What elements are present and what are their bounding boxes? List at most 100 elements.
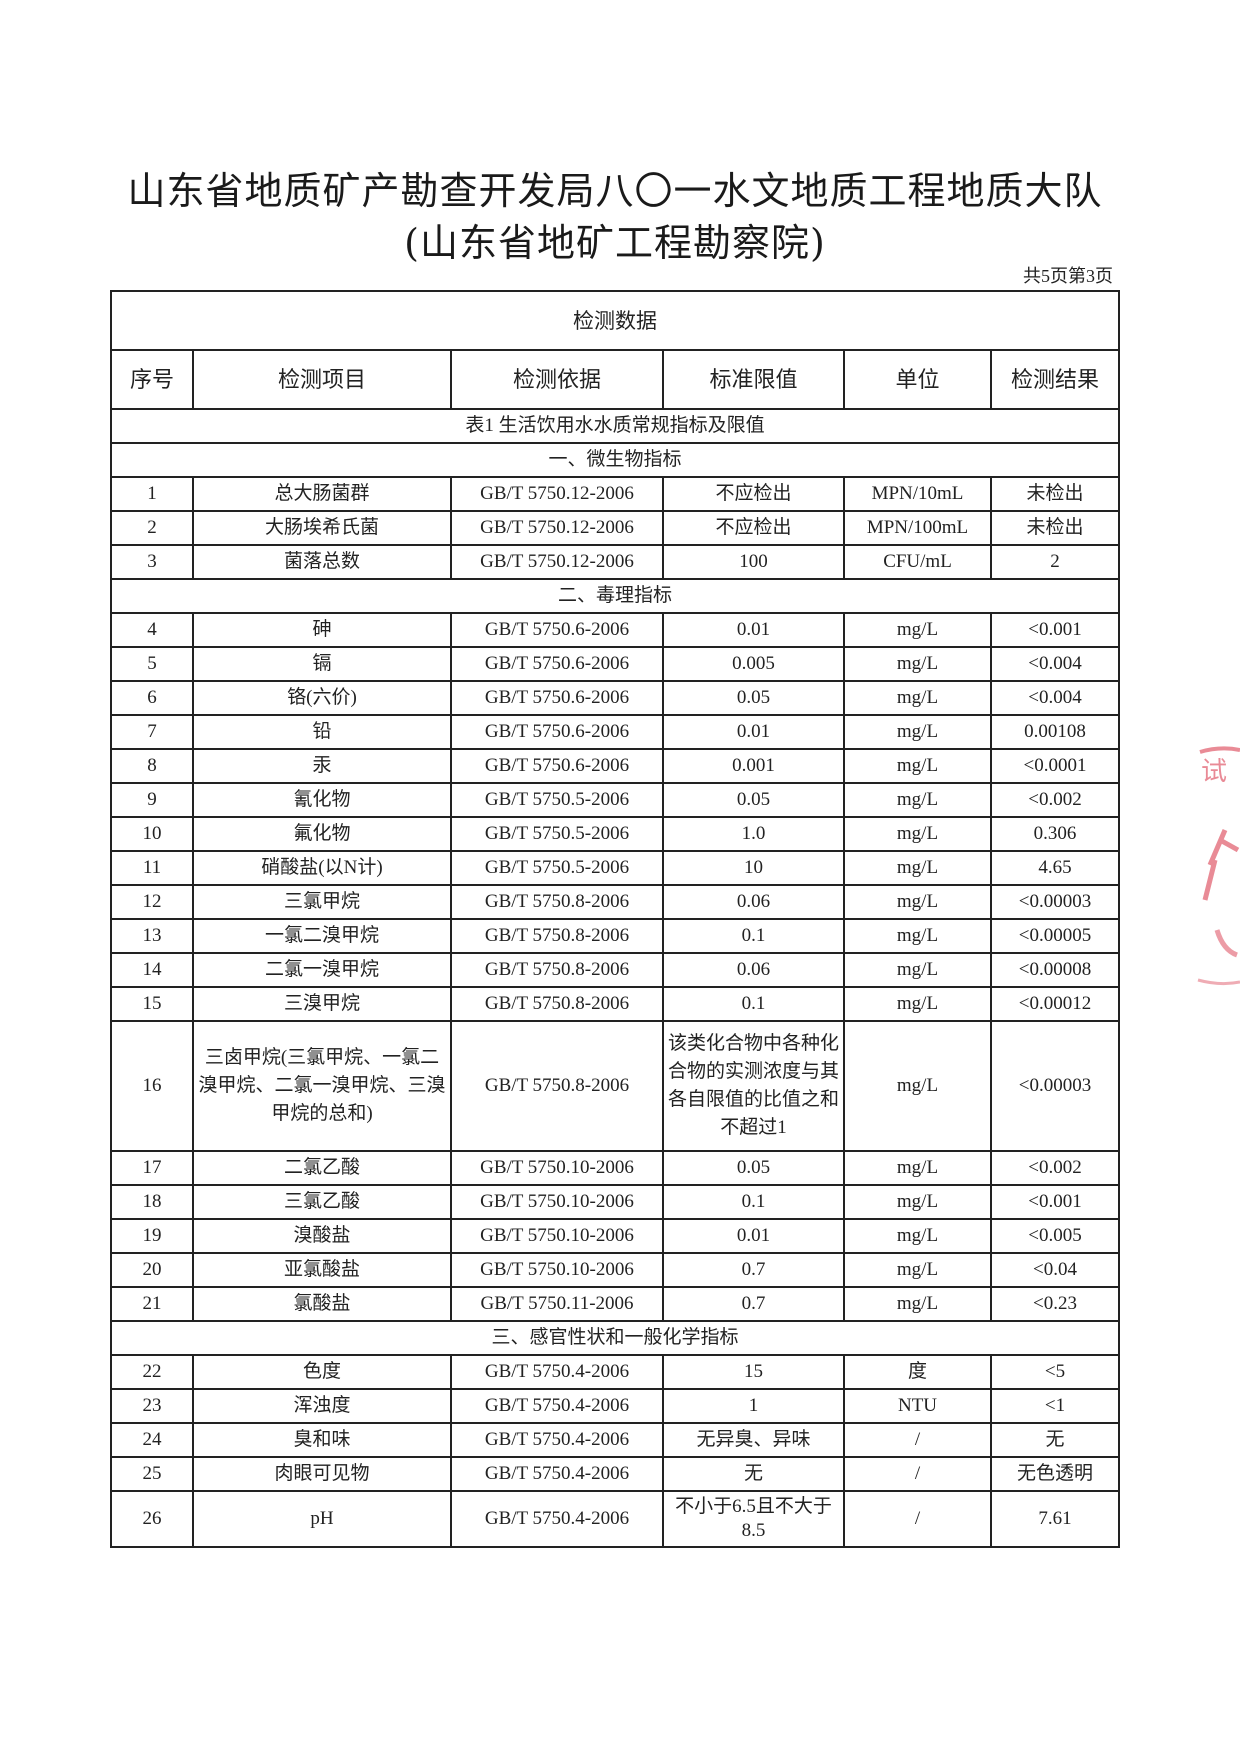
test-item: 三溴甲烷 <box>192 986 452 1022</box>
standard-limit: 1.0 <box>662 816 845 852</box>
row-number: 16 <box>110 1020 194 1152</box>
test-result: 0.00108 <box>989 714 1121 750</box>
unit: mg/L <box>843 1218 992 1254</box>
unit: mg/L <box>843 952 992 988</box>
standard-limit: 该类化合物中各种化合物的实测浓度与其各自限值的比值之和不超过1 <box>662 1020 845 1152</box>
test-item: 硝酸盐(以N计) <box>192 850 452 886</box>
unit: MPN/100mL <box>843 510 992 546</box>
unit: mg/L <box>843 1286 992 1322</box>
unit: mg/L <box>843 1184 992 1220</box>
test-item: pH <box>192 1490 452 1548</box>
unit: mg/L <box>843 850 992 886</box>
unit: mg/L <box>843 1020 992 1152</box>
test-method: GB/T 5750.8-2006 <box>450 952 664 988</box>
svg-text:试: 试 <box>1201 757 1227 787</box>
test-result: 4.65 <box>989 850 1121 886</box>
unit: CFU/mL <box>843 544 992 580</box>
test-item: 大肠埃希氏菌 <box>192 510 452 546</box>
row-number: 3 <box>110 544 194 580</box>
row-number: 4 <box>110 612 194 648</box>
standard-limit: 不应检出 <box>662 510 845 546</box>
table-row: 21 氯酸盐 GB/T 5750.11-2006 0.7 mg/L <0.23 <box>110 1286 1121 1322</box>
table-row: 26 pH GB/T 5750.4-2006 不小于6.5且不大于8.5/7.61 <box>110 1490 1121 1548</box>
unit: mg/L <box>843 714 992 750</box>
test-method: GB/T 5750.5-2006 <box>450 782 664 818</box>
table-row: 15 三溴甲烷 GB/T 5750.8-2006 0.1 mg/L <0.00012 <box>110 986 1121 1022</box>
standard-limit: 0.005 <box>662 646 845 682</box>
col-header: 序号 <box>110 349 194 410</box>
unit: mg/L <box>843 816 992 852</box>
header-row: 序号 检测项目 检测依据 标准限值 单位 检测结果 <box>110 349 1121 410</box>
unit: mg/L <box>843 782 992 818</box>
row-number: 23 <box>110 1388 194 1424</box>
test-method: GB/T 5750.12-2006 <box>450 510 664 546</box>
row-number: 2 <box>110 510 194 546</box>
table-row: 6 铬(六价) GB/T 5750.6-2006 0.05 mg/L <0.004 <box>110 680 1121 716</box>
test-result: 2 <box>989 544 1121 580</box>
test-result: <0.0001 <box>989 748 1121 784</box>
test-method: GB/T 5750.10-2006 <box>450 1184 664 1220</box>
row-number: 22 <box>110 1354 194 1390</box>
table-row: 7 铅 GB/T 5750.6-2006 0.01 mg/L 0.00108 <box>110 714 1121 750</box>
unit: mg/L <box>843 748 992 784</box>
test-result: <5 <box>989 1354 1121 1390</box>
standard-limit: 无 <box>662 1456 845 1492</box>
unit: mg/L <box>843 680 992 716</box>
standard-limit: 0.1 <box>662 918 845 954</box>
test-item: 二氯乙酸 <box>192 1150 452 1186</box>
test-item: 菌落总数 <box>192 544 452 580</box>
col-header: 检测项目 <box>192 349 452 410</box>
standard-limit: 不应检出 <box>662 476 845 512</box>
table-row: 2 大肠埃希氏菌 GB/T 5750.12-2006 不应检出 MPN/100mL 未检出 <box>110 510 1121 546</box>
test-result: <0.004 <box>989 646 1121 682</box>
test-item: 铬(六价) <box>192 680 452 716</box>
test-item: 溴酸盐 <box>192 1218 452 1254</box>
test-method: GB/T 5750.11-2006 <box>450 1286 664 1322</box>
standard-limit: 0.06 <box>662 952 845 988</box>
test-item: 浑浊度 <box>192 1388 452 1424</box>
table-row: 5 镉 GB/T 5750.6-2006 0.005 mg/L <0.004 <box>110 646 1121 682</box>
standard-limit: 0.1 <box>662 986 845 1022</box>
test-method: GB/T 5750.12-2006 <box>450 544 664 580</box>
row-number: 11 <box>110 850 194 886</box>
test-item: 砷 <box>192 612 452 648</box>
row-number: 26 <box>110 1490 194 1548</box>
table-row: 20 亚氯酸盐 GB/T 5750.10-2006 0.7 mg/L <0.04 <box>110 1252 1121 1288</box>
test-result: <0.001 <box>989 612 1121 648</box>
standard-limit: 1 <box>662 1388 845 1424</box>
test-method: GB/T 5750.10-2006 <box>450 1252 664 1288</box>
test-result: <0.00005 <box>989 918 1121 954</box>
row-number: 12 <box>110 884 194 920</box>
test-item: 氯酸盐 <box>192 1286 452 1322</box>
test-result: <0.00003 <box>989 1020 1121 1152</box>
test-method: GB/T 5750.8-2006 <box>450 918 664 954</box>
standard-limit: 0.7 <box>662 1286 845 1322</box>
test-item: 肉眼可见物 <box>192 1456 452 1492</box>
table-row: 8 汞 GB/T 5750.6-2006 0.001 mg/L <0.0001 <box>110 748 1121 784</box>
test-item: 三氯乙酸 <box>192 1184 452 1220</box>
table-row: 24 臭和味 GB/T 5750.4-2006 无异臭、异味 / 无 <box>110 1422 1121 1458</box>
table-row: 13 一氯二溴甲烷 GB/T 5750.8-2006 0.1 mg/L <0.00005 <box>110 918 1121 954</box>
test-result: 0.306 <box>989 816 1121 852</box>
standard-limit: 100 <box>662 544 845 580</box>
table-row: 4 砷 GB/T 5750.6-2006 0.01 mg/L <0.001 <box>110 612 1121 648</box>
row-number: 10 <box>110 816 194 852</box>
table-row: 1 总大肠菌群 GB/T 5750.12-2006 不应检出 MPN/10mL 未检出 <box>110 476 1121 512</box>
unit: mg/L <box>843 884 992 920</box>
row-number: 6 <box>110 680 194 716</box>
table-row: 14 二氯一溴甲烷 GB/T 5750.8-2006 0.06 mg/L <0.00008 <box>110 952 1121 988</box>
standard-limit: 0.01 <box>662 714 845 750</box>
col-header: 检测结果 <box>989 349 1121 410</box>
standard-limit: 0.001 <box>662 748 845 784</box>
test-method: GB/T 5750.8-2006 <box>450 884 664 920</box>
standard-limit: 0.06 <box>662 884 845 920</box>
col-header: 标准限值 <box>662 349 845 410</box>
unit: mg/L <box>843 918 992 954</box>
test-item: 三氯甲烷 <box>192 884 452 920</box>
test-method: GB/T 5750.4-2006 <box>450 1422 664 1458</box>
test-method: GB/T 5750.6-2006 <box>450 646 664 682</box>
section-title: 一、微生物指标 <box>109 442 1121 478</box>
section-title: 二、毒理指标 <box>109 578 1121 614</box>
red-seal-stamp: 试 <box>1197 746 1240 986</box>
table-row: 18 三氯乙酸 GB/T 5750.10-2006 0.1 mg/L <0.001 <box>110 1184 1121 1220</box>
